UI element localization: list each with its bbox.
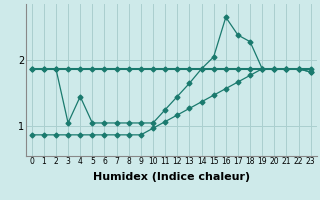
X-axis label: Humidex (Indice chaleur): Humidex (Indice chaleur): [92, 172, 250, 182]
